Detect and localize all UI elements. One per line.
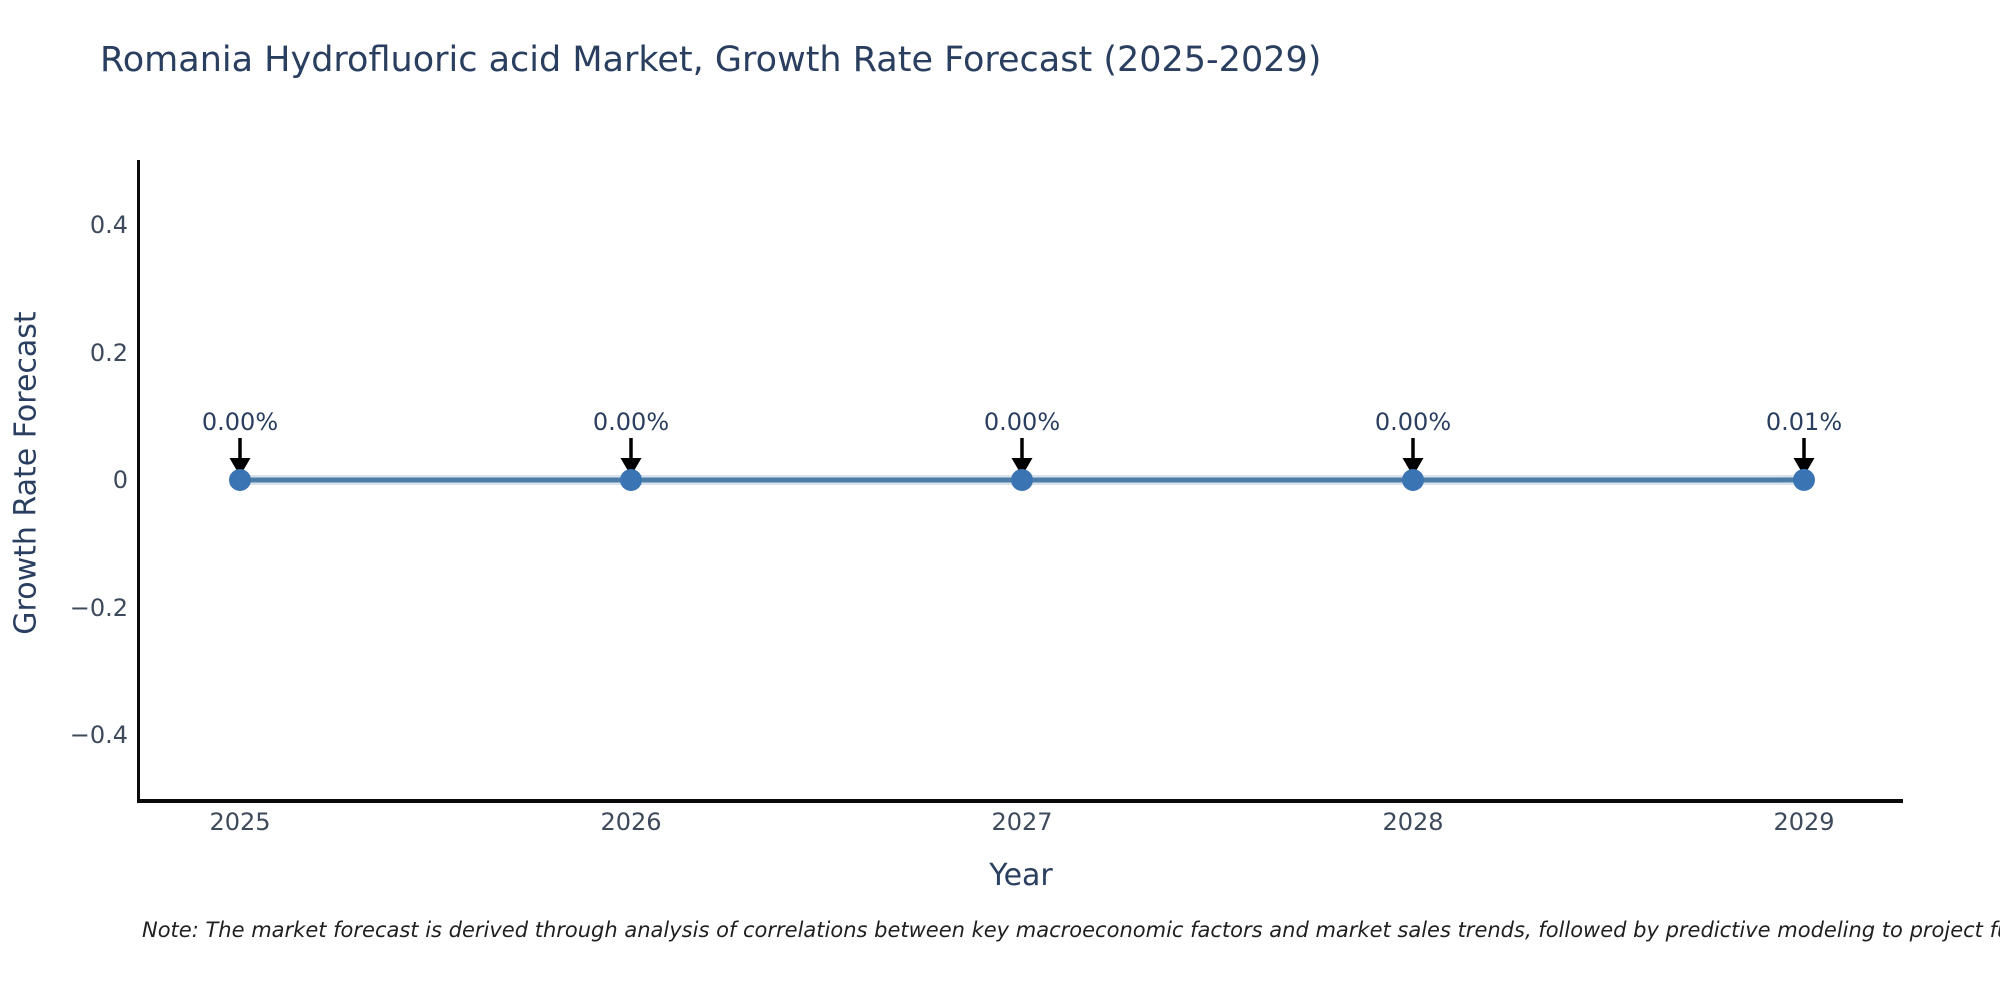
point-annotation-label: 0.00% (1374, 408, 1452, 436)
annotation-arrow-head (229, 458, 251, 476)
x-tick-label: 2029 (1773, 808, 1835, 836)
x-tick-label: 2028 (1382, 808, 1444, 836)
y-tick-label: −0.2 (69, 593, 128, 622)
y-axis-line (137, 160, 140, 802)
point-annotation-label: 0.00% (983, 408, 1061, 436)
x-tick-label: 2025 (209, 808, 271, 836)
x-axis-title: Year (989, 858, 1053, 893)
footnote: Note: The market forecast is derived thr… (142, 918, 2000, 942)
y-tick-label: −0.4 (69, 721, 128, 749)
annotation-arrow-head (1793, 458, 1815, 476)
point-annotation-label: 0.01% (1765, 408, 1843, 436)
chart-title: Romania Hydrofluoric acid Market, Growth… (100, 40, 1322, 80)
x-axis-line (137, 799, 1903, 803)
x-tick-label: 2026 (600, 808, 662, 836)
point-annotation-label: 0.00% (592, 408, 670, 436)
data-point-marker (229, 469, 251, 491)
point-annotation-label: 0.00% (201, 408, 279, 436)
y-tick-label: 0.2 (89, 338, 128, 367)
annotation-arrow-head (620, 458, 642, 476)
data-point-marker (1011, 469, 1033, 491)
x-tick-label: 2027 (991, 808, 1053, 836)
y-tick-label: 0 (112, 466, 128, 494)
y-tick-label: 0.4 (89, 211, 128, 239)
data-point-marker (1793, 468, 1815, 491)
data-point-marker (1402, 469, 1424, 491)
data-point-marker (620, 469, 642, 491)
annotation-arrow-head (1011, 458, 1033, 476)
annotation-arrow-head (1402, 458, 1424, 476)
